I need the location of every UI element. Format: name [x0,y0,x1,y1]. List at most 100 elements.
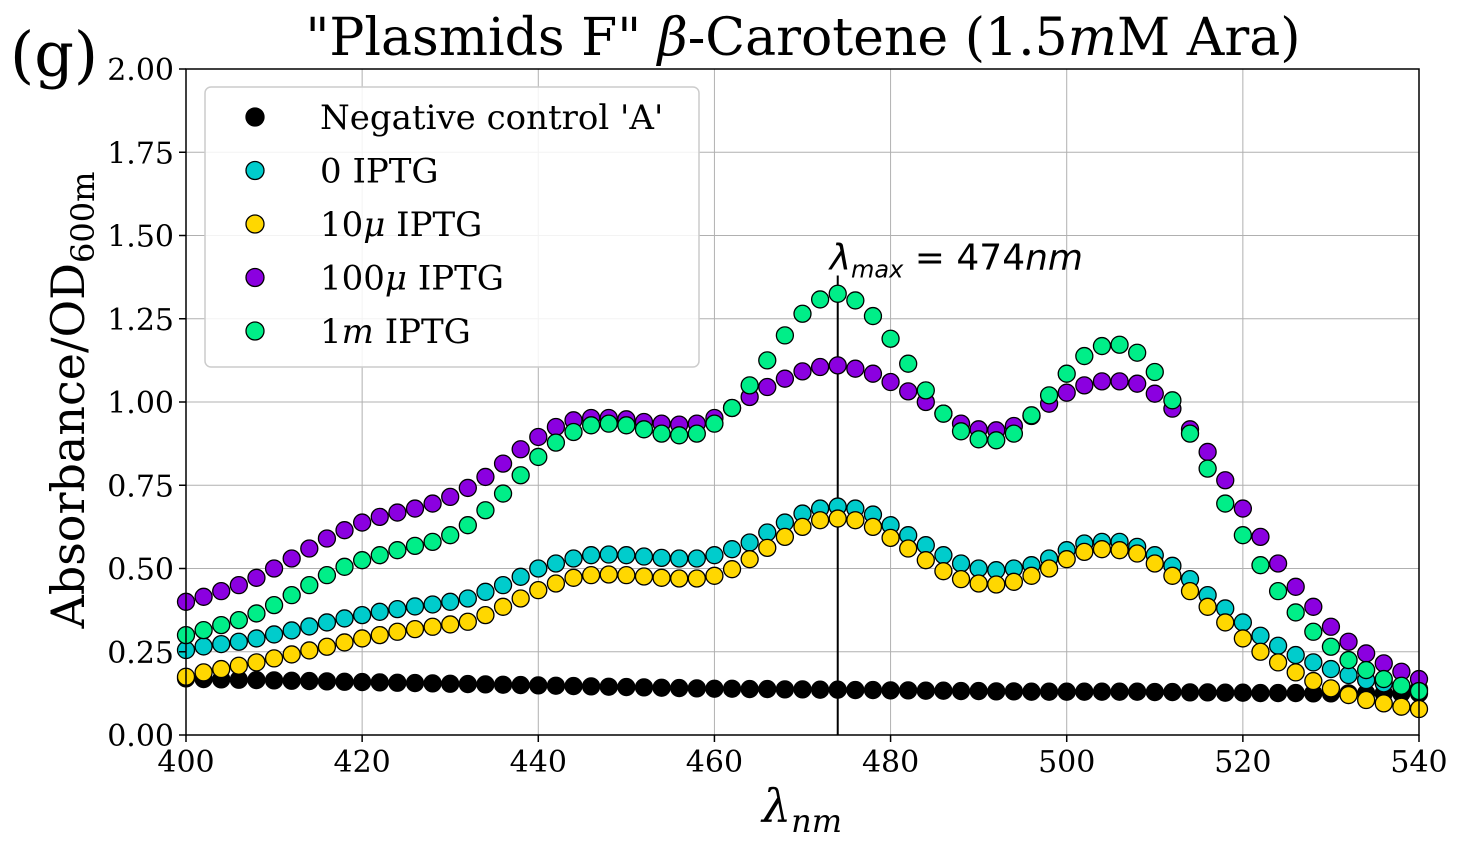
data-point [212,634,231,654]
data-point [758,523,777,542]
data-point [1357,644,1376,663]
data-point [634,420,654,439]
data-point [476,675,495,694]
data-point [810,680,830,699]
data-point [370,546,389,565]
data-point [529,559,548,578]
data-point [828,509,847,528]
data-point [758,377,777,397]
data-point [1392,676,1411,695]
data-point [1110,335,1129,354]
data-point [846,359,865,378]
data-point [934,562,953,581]
y-tick-label: 1.00 [107,386,174,421]
data-point [1163,566,1182,585]
data-point [300,617,319,636]
data-point [194,620,213,640]
data-point [934,404,953,423]
data-point [282,585,301,605]
data-point [1286,663,1305,682]
data-point [458,589,477,608]
data-point [529,580,548,600]
data-point [969,681,988,701]
data-point [775,326,795,345]
x-tick-label: 440 [510,745,567,780]
data-point [1004,682,1024,701]
data-point [194,587,213,606]
data-point [1128,682,1147,701]
data-point [493,597,513,616]
data-point [740,533,759,552]
data-point [1374,654,1393,673]
data-point [634,678,654,697]
data-point [335,609,354,628]
data-point [705,414,724,433]
data-point [687,549,706,568]
data-point [1022,406,1041,425]
data-point [793,304,812,323]
data-point [1180,683,1200,702]
data-point [793,517,812,537]
data-point [405,499,425,518]
data-point [511,675,530,695]
data-point [1233,683,1253,702]
data-point [423,494,442,513]
data-point [687,424,706,443]
data-point [529,427,548,447]
data-point [1092,682,1112,701]
data-point [1233,526,1253,545]
data-point [670,678,689,698]
data-point [740,376,759,395]
data-point [1251,683,1270,703]
data-point [1075,542,1094,561]
data-point [335,557,354,576]
x-tick-label: 420 [334,745,391,780]
data-point [370,673,389,692]
data-point [951,554,971,573]
data-point [863,517,883,537]
x-tick-label: 400 [157,745,214,780]
data-point [441,615,460,634]
data-point [722,398,742,418]
data-point [1057,550,1076,569]
data-point [1075,346,1094,366]
data-point [282,645,301,664]
data-point [899,681,918,700]
data-point [317,613,337,632]
data-point [405,597,425,616]
data-point [229,632,248,651]
data-point [793,362,812,381]
data-point [546,554,566,573]
data-point [687,679,706,698]
data-point [1198,459,1217,478]
data-point [951,681,971,701]
data-point [247,604,266,623]
legend-marker [245,160,265,181]
data-point [863,364,883,383]
data-point [264,625,284,644]
data-point [247,670,266,690]
panel-label: (g) [10,18,98,91]
data-point [335,521,354,540]
data-point [687,569,706,588]
data-point [1304,653,1323,672]
data-point [1092,372,1112,391]
data-point [1304,622,1323,641]
data-point [1304,597,1323,616]
data-point [881,329,900,348]
data-point [458,674,477,694]
data-point [212,615,231,635]
data-point [247,653,266,672]
data-point [546,574,566,593]
data-point [599,545,618,564]
series-5 [176,284,1429,701]
legend-marker [245,214,265,234]
data-point [441,592,460,611]
data-point [828,680,847,699]
data-point [194,637,213,656]
data-point [405,673,425,693]
data-point [581,677,601,696]
data-point [846,291,865,310]
data-point [652,568,671,587]
